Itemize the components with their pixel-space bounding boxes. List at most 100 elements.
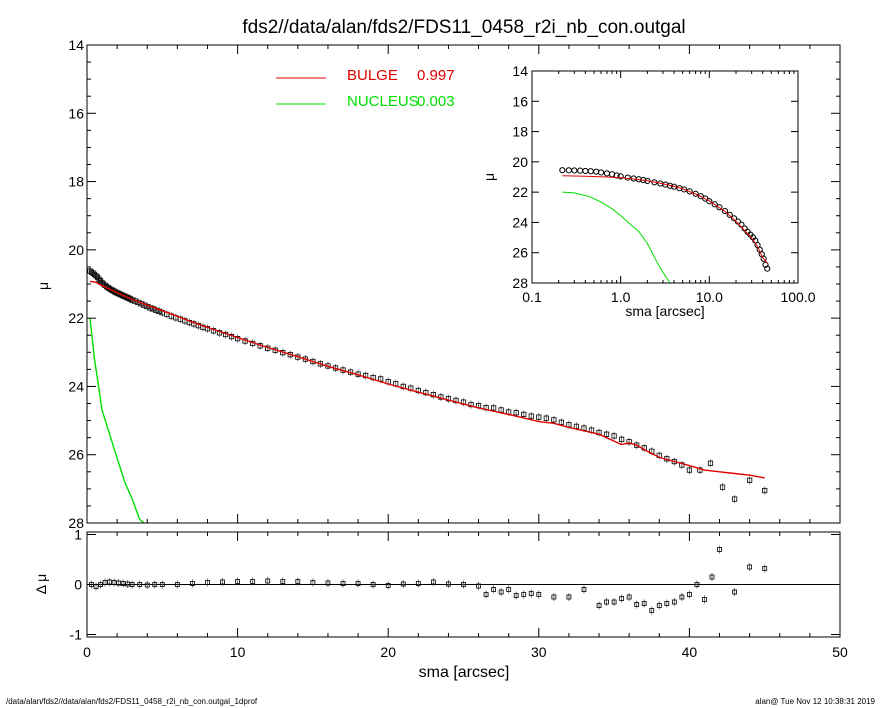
data-point (536, 413, 542, 422)
residual-point (506, 585, 512, 594)
residual-point (340, 579, 346, 588)
inset-data-point (692, 190, 699, 197)
residual-point (310, 578, 316, 587)
main-y-tick-label: 18 (68, 174, 84, 190)
residual-y-tick-label: -1 (70, 627, 83, 643)
data-point (93, 271, 99, 280)
inset-data-point (559, 167, 566, 174)
data-point (707, 459, 714, 468)
residual-point (205, 578, 210, 587)
legend-label-nucleus: NUCLEUS (347, 93, 419, 110)
inset-data-point (762, 261, 769, 268)
main-y-tick-label: 24 (68, 378, 84, 394)
data-point (96, 275, 102, 284)
inset-x-tick-label: 0.1 (522, 289, 542, 305)
residual-point (235, 577, 241, 586)
inset-data-point (760, 255, 767, 262)
inset-ticks: 0.1 1.0 10.0 100.0 14 16 18 20 22 24 26 28 (512, 63, 815, 305)
footer-user-timestamp: alan@ Tue Nov 12 10:38:31 2019 (755, 697, 875, 706)
residual-point (694, 580, 700, 589)
inset-y-tick-label: 14 (512, 63, 528, 79)
main-plot-frame (86, 44, 841, 524)
main-y-tick-label: 28 (68, 515, 84, 531)
data-point (90, 269, 96, 278)
residual-point (649, 606, 655, 615)
data-point (686, 466, 693, 475)
residual-point (709, 573, 715, 581)
inset-data-point (706, 198, 713, 205)
residual-data-points (89, 545, 768, 615)
inset-x-tick-label: 100.0 (780, 289, 815, 305)
inset-y-tick-label: 20 (512, 154, 528, 170)
residual-point (446, 580, 451, 588)
x-tick-label: 40 (682, 644, 698, 660)
x-tick-label: 0 (83, 644, 91, 660)
residual-point (415, 579, 421, 588)
residual-point (98, 580, 103, 589)
residual-point (521, 590, 527, 599)
main-y-axis-label: μ (35, 282, 51, 290)
residual-point (664, 599, 670, 608)
residual-point (137, 580, 143, 589)
main-y-tick-label: 22 (68, 310, 84, 326)
main-y-tick-label: 16 (68, 105, 84, 121)
x-tick-label: 50 (832, 644, 848, 660)
residual-point (747, 563, 753, 571)
inset-plot: 0.1 1.0 10.0 100.0 14 16 18 20 22 24 26 28 sma [arc… (481, 63, 816, 319)
residual-point (656, 601, 662, 610)
residual-point (536, 590, 542, 599)
residual-point (483, 590, 489, 599)
residual-point (476, 582, 481, 590)
residual-point (596, 601, 602, 610)
data-point (611, 431, 617, 440)
residual-point (129, 580, 135, 589)
residual-point (220, 578, 225, 586)
inset-y-tick-label: 16 (512, 93, 528, 109)
inset-data-point (721, 207, 729, 215)
legend-label-bulge: BULGE (347, 67, 398, 84)
main-y-tick-label: 20 (68, 242, 84, 258)
residual-ticks: 0 10 20 30 40 50-101 (70, 527, 848, 661)
footer-file-path: /data/alan/fds2//data/alan/fds2/FDS11_04… (6, 697, 258, 706)
inset-y-tick-label: 26 (512, 245, 528, 261)
inset-data-point (681, 186, 688, 193)
residual-point (295, 577, 301, 586)
data-point (697, 466, 703, 475)
residual-point (551, 593, 557, 601)
residual-point (430, 578, 436, 586)
inset-y-tick-label: 24 (512, 214, 528, 230)
inset-data-point (613, 172, 620, 179)
residual-point (498, 588, 504, 596)
x-tick-label: 10 (230, 644, 246, 660)
residual-point (111, 578, 117, 587)
residual-point (461, 580, 466, 589)
residual-point (152, 580, 158, 589)
residual-point (107, 578, 112, 586)
data-point (91, 270, 98, 279)
inset-y-tick-label: 22 (512, 184, 528, 200)
residual-point (280, 577, 286, 586)
residual-point (250, 577, 256, 586)
inset-x-tick-label: 10.0 (696, 289, 723, 305)
data-point (513, 408, 519, 417)
data-point (195, 321, 202, 330)
data-point (144, 302, 150, 311)
data-point (719, 483, 726, 492)
residual-plot: 0 10 20 30 40 50-101 Δ μ sma [arcsec] (33, 527, 848, 682)
data-point (423, 388, 429, 397)
inset-data-point (617, 173, 624, 180)
x-tick-label: 20 (380, 644, 396, 660)
residual-point (400, 580, 406, 588)
residual-point (619, 594, 625, 603)
bulge-model-line (89, 280, 765, 479)
inset-x-tick-label: 1.0 (611, 289, 631, 305)
residual-point (762, 564, 768, 573)
residual-point (102, 578, 108, 587)
residual-point (566, 593, 572, 601)
figure-title: fds2//data/alan/fds2/FDS11_0458_r2i_nb_c… (242, 17, 685, 38)
data-point (747, 476, 753, 485)
residual-point (144, 581, 150, 589)
data-point (679, 460, 685, 469)
residual-point (116, 579, 122, 587)
